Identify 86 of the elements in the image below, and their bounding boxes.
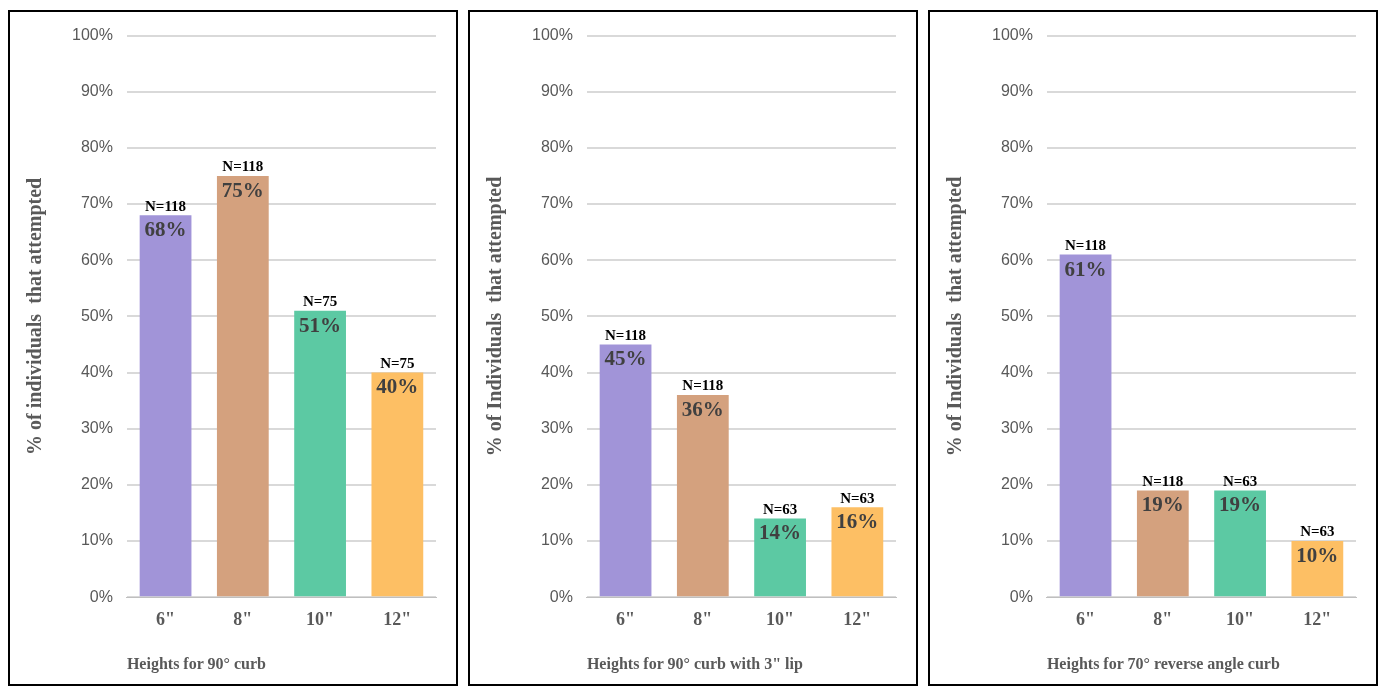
bar (831, 507, 884, 597)
y-tick-label: 100% (532, 26, 573, 44)
bar (1136, 490, 1189, 597)
annotation: N=63 (1300, 523, 1335, 540)
annotation: N=63 (1222, 472, 1258, 489)
y-tick-label: 40% (80, 362, 113, 380)
annotation: N=75 (302, 293, 338, 310)
y-tick-label: 80% (540, 138, 573, 156)
y-tick-label: 70% (80, 194, 113, 212)
data-label: 19% (1141, 492, 1184, 517)
x-tick-label: 10" (766, 608, 795, 629)
data-label: 68% (144, 217, 187, 242)
annotation: N=118 (1065, 237, 1107, 253)
x-tick-label: 10" (306, 608, 335, 629)
y-tick-label: 100% (992, 26, 1033, 44)
data-label: 51% (299, 312, 342, 337)
y-tick-label: 0% (549, 587, 573, 605)
bar (1214, 490, 1266, 597)
x-tick-label: 6" (616, 608, 636, 629)
data-label: 61% (1064, 256, 1107, 281)
x-tick-label: 8" (693, 608, 713, 629)
annotation: N=63 (840, 489, 875, 506)
data-label: 16% (836, 509, 879, 534)
data-label: 10% (1296, 542, 1339, 567)
y-tick-label: 80% (80, 138, 113, 156)
y-tick-label: 10% (80, 531, 113, 549)
x-tick-label: 6" (1076, 608, 1096, 629)
y-tick-label: 10% (1000, 531, 1033, 549)
x-tick-label: 12" (1303, 608, 1332, 629)
bar (754, 518, 806, 597)
x-axis-title: Heights for 90° curb with 3" lip (586, 654, 803, 673)
y-tick-label: 30% (540, 419, 573, 437)
annotation: N=118 (682, 377, 724, 394)
annotation: N=118 (1142, 472, 1184, 489)
y-tick-label: 20% (80, 475, 113, 493)
y-tick-label: 50% (80, 306, 113, 324)
x-tick-label: 10" (1226, 608, 1255, 629)
y-tick-label: 30% (1000, 419, 1033, 437)
y-tick-label: 100% (72, 26, 113, 44)
bar (216, 176, 269, 597)
y-tick-label: 90% (540, 82, 573, 100)
y-tick-label: 0% (1009, 587, 1033, 605)
y-tick-label: 90% (80, 82, 113, 100)
data-label: 75% (221, 177, 264, 202)
y-tick-label: 20% (1000, 475, 1033, 493)
bar (371, 372, 424, 597)
y-tick-label: 80% (1000, 138, 1033, 156)
bar (139, 215, 192, 597)
y-tick-label: 70% (1000, 194, 1033, 212)
annotation: N=118 (145, 197, 187, 214)
y-tick-label: 60% (1000, 250, 1033, 268)
y-tick-label: 70% (540, 194, 573, 212)
x-tick-label: 8" (233, 608, 253, 629)
data-label: 45% (604, 346, 647, 371)
annotation: N=63 (762, 500, 798, 517)
annotation: N=118 (605, 326, 647, 343)
y-tick-label: 20% (540, 475, 573, 493)
x-axis-title: Heights for 90° curb (126, 654, 267, 673)
x-tick-label: 8" (1153, 608, 1173, 629)
y-axis-title: % of Individuals that attempted (483, 176, 507, 457)
data-label: 40% (376, 374, 419, 399)
y-tick-label: 0% (89, 587, 113, 605)
annotation: N=118 (222, 158, 264, 175)
y-tick-label: 30% (80, 419, 113, 437)
y-tick-label: 60% (540, 250, 573, 268)
y-axis-title: % of individuals that attempted (23, 177, 47, 456)
bar (294, 310, 346, 597)
bar (599, 344, 652, 597)
x-tick-label: 6" (156, 608, 176, 629)
y-tick-label: 40% (540, 362, 573, 380)
y-tick-label: 60% (80, 250, 113, 268)
x-axis-title: Heights for 70° reverse angle curb (1046, 654, 1280, 673)
y-tick-label: 10% (540, 531, 573, 549)
bar (676, 395, 729, 597)
y-tick-label: 90% (1000, 82, 1033, 100)
x-tick-label: 12" (383, 608, 412, 629)
data-label: 36% (681, 396, 724, 421)
data-label: 19% (1219, 492, 1262, 517)
y-tick-label: 40% (1000, 362, 1033, 380)
y-tick-label: 50% (540, 306, 573, 324)
y-tick-label: 50% (1000, 306, 1033, 324)
y-axis-title: % of Individuals that attempted (943, 176, 967, 457)
x-tick-label: 12" (843, 608, 872, 629)
annotation: N=75 (380, 354, 415, 371)
data-label: 14% (759, 520, 802, 545)
bar (1059, 254, 1112, 597)
